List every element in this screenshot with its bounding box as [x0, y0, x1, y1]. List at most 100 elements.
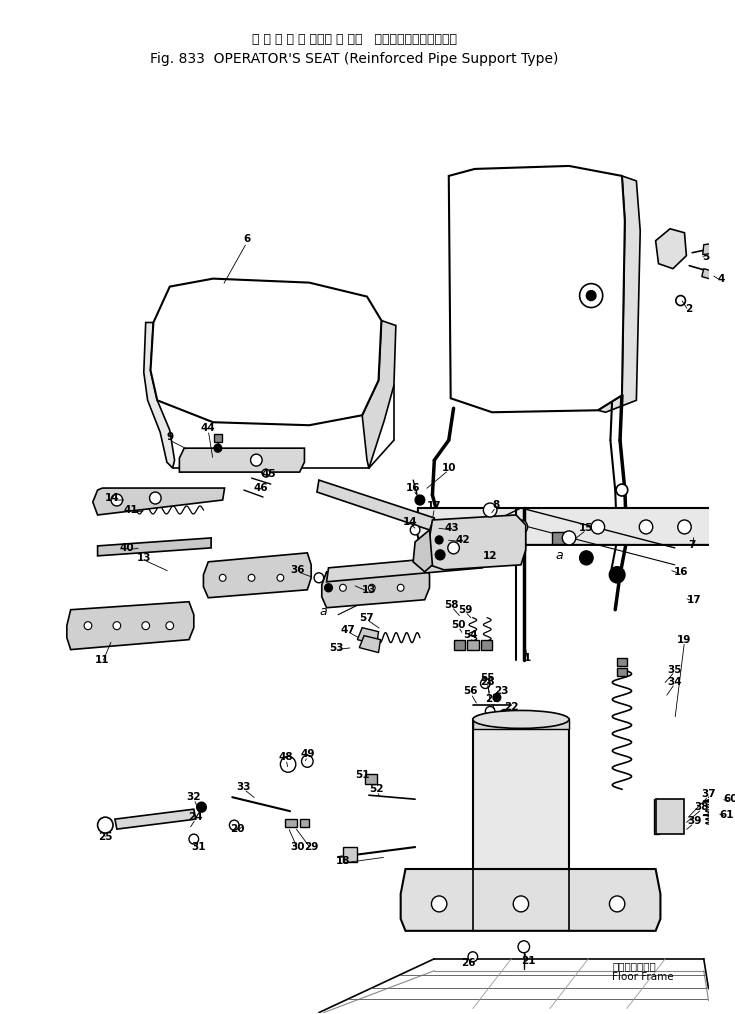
Text: 50: 50 — [451, 620, 466, 630]
Bar — [617, 667, 627, 675]
Text: フロアフレーム: フロアフレーム — [612, 960, 656, 970]
Bar — [653, 799, 659, 835]
Polygon shape — [151, 279, 381, 425]
Text: 14: 14 — [104, 493, 119, 503]
Polygon shape — [656, 799, 684, 835]
Polygon shape — [417, 508, 725, 545]
Text: 8: 8 — [492, 500, 500, 510]
Circle shape — [435, 550, 445, 560]
Circle shape — [410, 525, 420, 535]
Circle shape — [197, 802, 207, 812]
Text: 16: 16 — [673, 567, 688, 577]
Polygon shape — [473, 719, 569, 729]
Polygon shape — [115, 809, 196, 829]
Bar — [214, 434, 222, 442]
Polygon shape — [357, 628, 379, 645]
Text: 60: 60 — [723, 794, 735, 804]
Polygon shape — [179, 448, 304, 473]
Circle shape — [439, 535, 449, 545]
Polygon shape — [359, 636, 381, 653]
Text: 26: 26 — [461, 958, 476, 967]
Circle shape — [368, 584, 375, 591]
Text: 57: 57 — [359, 612, 374, 623]
Circle shape — [166, 622, 173, 630]
Circle shape — [325, 584, 332, 592]
Circle shape — [448, 541, 459, 554]
Polygon shape — [703, 242, 717, 255]
Text: 55: 55 — [480, 672, 495, 682]
Circle shape — [219, 574, 226, 581]
Circle shape — [513, 896, 528, 912]
Text: 16: 16 — [406, 483, 420, 493]
Text: 11: 11 — [95, 655, 110, 664]
Circle shape — [616, 484, 628, 496]
Text: 14: 14 — [403, 517, 417, 527]
Text: 7: 7 — [689, 539, 696, 550]
Polygon shape — [449, 166, 625, 413]
Circle shape — [262, 469, 270, 477]
Text: 3: 3 — [679, 247, 686, 258]
Circle shape — [562, 531, 576, 545]
Circle shape — [98, 817, 113, 834]
Circle shape — [113, 622, 121, 630]
Circle shape — [609, 567, 625, 583]
Polygon shape — [326, 554, 484, 582]
Circle shape — [484, 503, 497, 517]
Circle shape — [591, 520, 605, 534]
Polygon shape — [401, 869, 661, 931]
Text: オ ペ レ ー タ シート （ 強化   パイプサポートタイプ）: オ ペ レ ー タ シート （ 強化 パイプサポートタイプ） — [252, 32, 457, 46]
Text: 43: 43 — [445, 523, 459, 533]
Text: 36: 36 — [290, 565, 305, 575]
Circle shape — [518, 941, 530, 953]
Text: 33: 33 — [237, 782, 251, 792]
Bar — [552, 532, 569, 544]
Polygon shape — [204, 553, 311, 597]
Circle shape — [314, 573, 323, 583]
Circle shape — [149, 492, 161, 504]
Ellipse shape — [473, 711, 569, 728]
Text: 54: 54 — [464, 630, 478, 640]
Circle shape — [142, 622, 149, 630]
Circle shape — [468, 952, 478, 961]
Text: 21: 21 — [521, 956, 536, 965]
Bar — [481, 640, 492, 650]
Text: 34: 34 — [667, 676, 682, 686]
Circle shape — [675, 295, 686, 305]
Circle shape — [84, 622, 92, 630]
Circle shape — [437, 523, 447, 533]
Text: 12: 12 — [483, 551, 498, 561]
Circle shape — [678, 520, 691, 534]
Circle shape — [248, 574, 255, 581]
Circle shape — [514, 520, 528, 534]
Circle shape — [415, 495, 425, 505]
Text: 58: 58 — [445, 599, 459, 609]
Text: 4: 4 — [717, 274, 725, 284]
Circle shape — [639, 520, 653, 534]
Polygon shape — [98, 537, 211, 556]
Text: 13: 13 — [137, 553, 151, 563]
Bar — [467, 640, 478, 650]
Text: 37: 37 — [701, 789, 716, 799]
Text: 32: 32 — [187, 792, 201, 802]
Circle shape — [435, 536, 443, 544]
Text: 56: 56 — [464, 686, 478, 697]
Bar — [444, 533, 451, 538]
Polygon shape — [702, 269, 718, 281]
Text: 23: 23 — [495, 686, 509, 697]
Bar — [343, 847, 357, 862]
Circle shape — [229, 820, 239, 830]
Circle shape — [111, 494, 123, 506]
Circle shape — [609, 896, 625, 912]
Circle shape — [466, 520, 479, 534]
Text: 49: 49 — [300, 749, 315, 759]
Text: 15: 15 — [579, 523, 594, 533]
Circle shape — [500, 710, 509, 719]
Text: 51: 51 — [355, 771, 370, 780]
Text: 28: 28 — [480, 676, 495, 686]
Text: 46: 46 — [254, 483, 268, 493]
Polygon shape — [317, 480, 434, 530]
Circle shape — [251, 454, 262, 466]
Text: 45: 45 — [262, 469, 276, 479]
Text: 19: 19 — [677, 635, 692, 645]
Text: Floor Frame: Floor Frame — [612, 971, 674, 982]
